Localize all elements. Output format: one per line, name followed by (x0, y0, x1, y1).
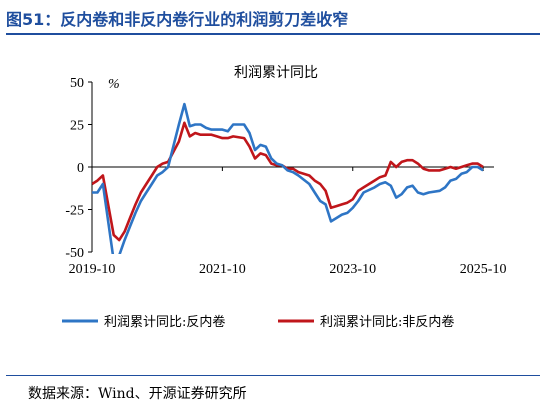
chart-title: 利润累计同比 (234, 65, 318, 81)
x-tick-label: 2025-10 (460, 262, 507, 277)
legend-label-1: 利润累计同比:反内卷 (104, 314, 225, 330)
x-tick-label: 2023-10 (329, 262, 376, 277)
y-unit-label: % (108, 77, 120, 92)
y-tick-label: -25 (65, 204, 84, 219)
figure-title: 图51：反内卷和非反内卷行业的利润剪刀差收窄 (6, 10, 349, 29)
series-lines (92, 102, 484, 254)
title-rule (6, 33, 540, 35)
x-tick-label: 2021-10 (199, 262, 246, 277)
y-tick-label: 25 (70, 119, 84, 134)
y-tick-label: 0 (77, 161, 84, 176)
x-tick-label: 2019-10 (69, 262, 116, 277)
source-rule (6, 375, 540, 376)
legend-label-2: 利润累计同比:非反内卷 (320, 314, 454, 330)
y-tick-label: 50 (70, 76, 84, 91)
source-note: 数据来源：Wind、开源证券研究所 (28, 386, 247, 402)
legend: 利润累计同比:反内卷 利润累计同比:非反内卷 (62, 314, 454, 330)
series-line-2 (92, 121, 484, 242)
series-line-1 (92, 102, 484, 254)
y-tick-label: -50 (65, 246, 84, 261)
